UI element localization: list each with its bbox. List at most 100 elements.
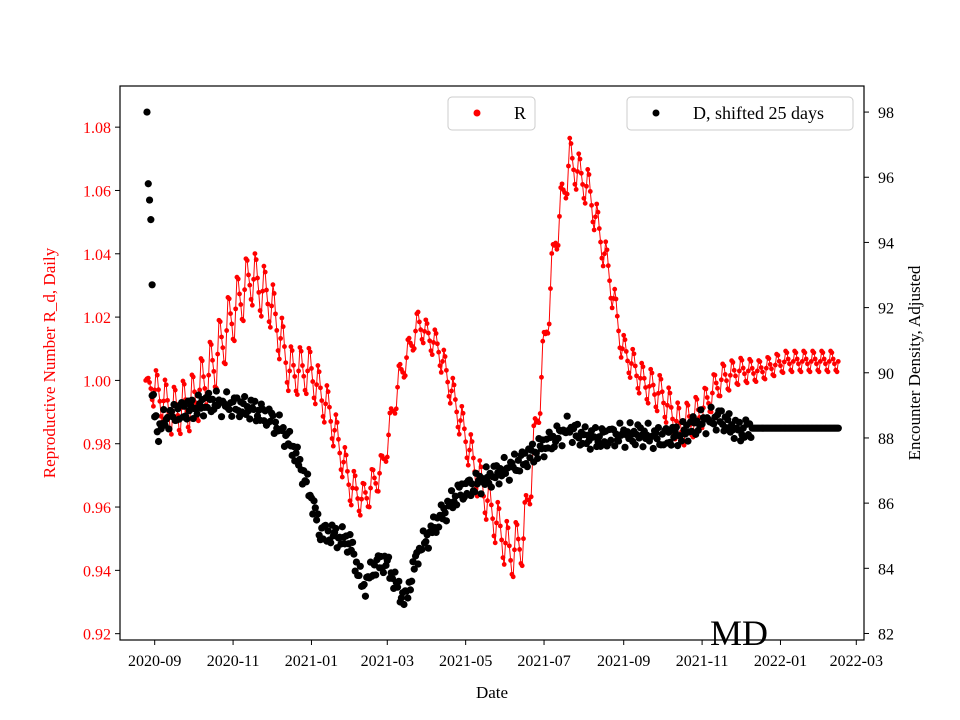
r-connector bbox=[274, 313, 278, 331]
r-connector bbox=[377, 473, 381, 492]
r-connector bbox=[507, 527, 510, 546]
r-point bbox=[670, 416, 675, 422]
d-point bbox=[321, 521, 330, 529]
r-connector bbox=[573, 169, 576, 185]
r-point bbox=[573, 187, 579, 192]
r-point bbox=[526, 497, 532, 503]
d-point bbox=[653, 435, 661, 443]
d-point bbox=[667, 441, 675, 449]
r-point bbox=[817, 359, 823, 364]
r-connector bbox=[388, 412, 391, 435]
d-point bbox=[453, 501, 461, 509]
r-point bbox=[789, 369, 795, 375]
d-point bbox=[400, 600, 408, 609]
r-point bbox=[751, 371, 756, 376]
d-point bbox=[735, 418, 743, 426]
r-point bbox=[630, 346, 636, 352]
r-connector bbox=[309, 351, 312, 369]
r-connector bbox=[585, 169, 589, 187]
d-point bbox=[360, 580, 368, 589]
legend-d-box bbox=[626, 96, 854, 131]
r-point bbox=[643, 385, 648, 390]
r-point bbox=[748, 358, 754, 364]
x-tick-label: 2021-01 bbox=[285, 653, 338, 670]
r-point bbox=[675, 400, 681, 406]
r-connector bbox=[530, 461, 533, 497]
left-y-axis-title: Reproductive Number R_d, Daily bbox=[40, 247, 59, 478]
r-point bbox=[708, 409, 714, 415]
d-point bbox=[251, 397, 259, 405]
r-point bbox=[640, 364, 646, 370]
r-connector bbox=[588, 174, 591, 192]
r-point bbox=[625, 358, 630, 364]
r-point bbox=[576, 151, 582, 157]
r-connector bbox=[415, 313, 418, 332]
r-connector bbox=[258, 292, 261, 311]
d-point bbox=[621, 443, 629, 451]
r-connector bbox=[276, 330, 279, 351]
r-connector bbox=[557, 216, 560, 246]
r-connector bbox=[219, 321, 223, 338]
d-point bbox=[581, 423, 589, 431]
r-connector bbox=[566, 165, 569, 195]
r-point bbox=[517, 547, 523, 552]
d-point bbox=[534, 454, 542, 463]
r-point bbox=[557, 213, 562, 219]
r-connector bbox=[549, 253, 553, 289]
d-point bbox=[406, 586, 415, 594]
r-connector bbox=[397, 365, 400, 388]
r-connector bbox=[228, 298, 232, 314]
d-point bbox=[694, 426, 702, 434]
r-point bbox=[805, 361, 810, 367]
d-point bbox=[500, 453, 508, 462]
r-connector bbox=[260, 291, 264, 317]
r-connector bbox=[498, 508, 501, 527]
r-point bbox=[499, 537, 505, 543]
r-point bbox=[602, 251, 607, 257]
d-point bbox=[441, 509, 449, 517]
left-y-tick-label: 1.04 bbox=[83, 247, 111, 264]
r-connector bbox=[504, 521, 508, 544]
r-connector bbox=[208, 342, 211, 376]
d-point bbox=[644, 419, 652, 427]
r-point bbox=[826, 359, 832, 364]
r-connector bbox=[222, 347, 225, 363]
x-tick-label: 2021-05 bbox=[439, 653, 492, 670]
r-connector bbox=[296, 370, 300, 395]
d-point bbox=[468, 480, 476, 488]
d-point bbox=[148, 281, 156, 289]
d-point bbox=[710, 420, 718, 428]
r-point bbox=[650, 382, 656, 388]
d-point bbox=[510, 450, 519, 458]
r-point bbox=[584, 183, 589, 189]
r-connector bbox=[494, 522, 497, 543]
r-connector bbox=[235, 277, 238, 309]
r-connector bbox=[210, 344, 214, 361]
r-point bbox=[620, 346, 625, 352]
legend-r-marker bbox=[473, 109, 481, 117]
r-connector bbox=[312, 381, 315, 398]
r-connector bbox=[606, 249, 609, 266]
r-point bbox=[506, 543, 512, 549]
legend-r-box bbox=[447, 96, 536, 131]
r-connector bbox=[607, 265, 611, 281]
r-connector bbox=[516, 524, 519, 540]
legend-r: R bbox=[447, 96, 536, 131]
r-point bbox=[745, 368, 751, 374]
d-point bbox=[410, 565, 418, 573]
r-connector bbox=[584, 186, 587, 204]
d-point bbox=[442, 517, 450, 525]
d-point bbox=[573, 420, 582, 428]
d-point bbox=[422, 538, 430, 546]
right-y-axis-title: Encounter Density, Adjusted bbox=[905, 265, 924, 460]
d-point bbox=[575, 434, 583, 442]
x-tick-label: 2021-03 bbox=[361, 653, 414, 670]
x-tick-label: 2021-11 bbox=[676, 653, 729, 670]
d-point bbox=[225, 405, 233, 414]
d-point bbox=[435, 523, 443, 531]
r-connector bbox=[242, 289, 246, 321]
r-connector bbox=[240, 304, 243, 320]
d-point bbox=[654, 423, 663, 432]
d-point bbox=[712, 426, 720, 434]
r-connector bbox=[255, 259, 258, 279]
